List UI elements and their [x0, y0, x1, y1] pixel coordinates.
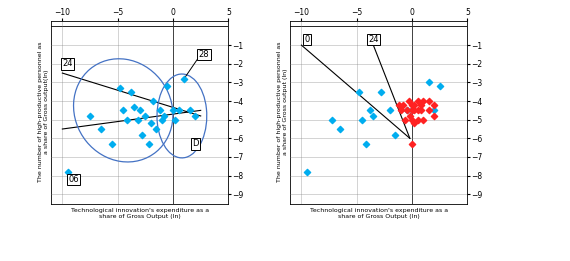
Text: 06: 06 — [68, 175, 79, 184]
Point — [410, 121, 419, 126]
Point — [163, 84, 172, 88]
Point — [394, 103, 404, 107]
X-axis label: Technological innovation's expenditure as a
share of Gross Output (ln): Technological innovation's expenditure a… — [310, 208, 448, 218]
Y-axis label: The number of high-productive personnel as
a share of Gross output(ln): The number of high-productive personnel … — [38, 42, 48, 182]
Point — [418, 118, 428, 122]
Point — [377, 90, 386, 94]
Text: 28: 28 — [199, 50, 209, 59]
Point — [385, 108, 394, 112]
Point — [401, 118, 410, 122]
Point — [410, 108, 419, 112]
Point — [408, 118, 417, 122]
Point — [328, 118, 337, 122]
Point — [408, 103, 417, 107]
Point — [174, 108, 183, 112]
Point — [408, 108, 417, 112]
X-axis label: Technological innovation's expenditure as a
share of Gross Output (ln): Technological innovation's expenditure a… — [71, 208, 209, 218]
Point — [185, 108, 194, 112]
Point — [122, 118, 131, 122]
Point — [141, 114, 150, 118]
Point — [430, 108, 439, 112]
Point — [404, 99, 413, 103]
Point — [424, 108, 433, 112]
Point — [130, 105, 139, 109]
Point — [86, 114, 95, 118]
Point — [63, 170, 72, 174]
Point — [152, 127, 161, 131]
Point — [108, 142, 117, 146]
Point — [135, 108, 144, 112]
Point — [430, 103, 439, 107]
Point — [137, 133, 146, 137]
Point — [358, 118, 367, 122]
Point — [416, 103, 425, 107]
Point — [361, 142, 370, 146]
Point — [170, 118, 180, 122]
Point — [146, 121, 156, 126]
Point — [96, 127, 105, 131]
Point — [391, 133, 400, 137]
Point — [413, 118, 422, 122]
Point — [402, 108, 411, 112]
Point — [402, 108, 411, 112]
Point — [180, 76, 189, 81]
Point — [413, 108, 422, 112]
Point — [190, 114, 200, 118]
Point — [355, 90, 364, 94]
Point — [369, 114, 378, 118]
Point — [430, 114, 439, 118]
Point — [418, 99, 428, 103]
Point — [413, 99, 422, 103]
Point — [302, 170, 311, 174]
Point — [336, 127, 345, 131]
Point — [408, 108, 417, 112]
Text: D: D — [192, 139, 198, 149]
Text: 24: 24 — [63, 59, 73, 68]
Point — [397, 108, 406, 112]
Point — [416, 108, 425, 112]
Point — [149, 99, 158, 103]
Text: 24: 24 — [368, 35, 378, 44]
Point — [424, 80, 433, 85]
Point — [405, 114, 414, 118]
Point — [398, 103, 408, 107]
Point — [160, 114, 169, 118]
Point — [127, 90, 136, 94]
Point — [157, 118, 166, 122]
Point — [115, 86, 124, 90]
Point — [435, 84, 444, 88]
Point — [424, 99, 433, 103]
Point — [119, 108, 128, 112]
Point — [133, 118, 142, 122]
Point — [155, 108, 164, 112]
Point — [410, 103, 419, 107]
Point — [144, 142, 153, 146]
Point — [169, 108, 178, 112]
Text: 0: 0 — [304, 35, 310, 44]
Y-axis label: The number of high-productive personnel as
a share of Gross output (ln): The number of high-productive personnel … — [277, 42, 287, 182]
Point — [408, 142, 417, 146]
Point — [365, 108, 374, 112]
